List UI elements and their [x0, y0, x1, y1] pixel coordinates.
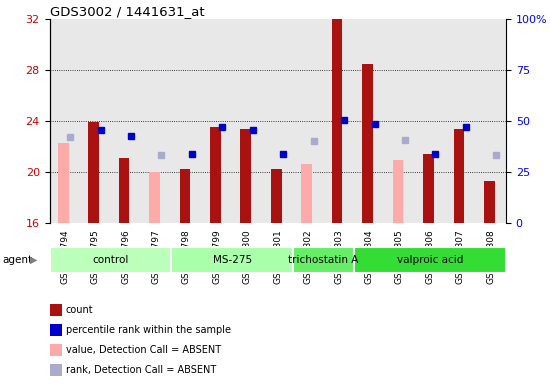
Bar — [354, 19, 384, 223]
Bar — [423, 154, 434, 223]
Bar — [293, 19, 323, 223]
Bar — [89, 122, 99, 223]
Text: percentile rank within the sample: percentile rank within the sample — [66, 325, 231, 335]
Bar — [171, 19, 202, 223]
Bar — [332, 17, 343, 223]
Bar — [111, 19, 141, 223]
Bar — [476, 19, 506, 223]
Bar — [271, 169, 282, 223]
Bar — [58, 142, 69, 223]
Text: control: control — [92, 255, 129, 265]
Bar — [240, 129, 251, 223]
Bar — [323, 19, 354, 223]
Bar — [384, 19, 415, 223]
Bar — [454, 129, 464, 223]
Text: value, Detection Call = ABSENT: value, Detection Call = ABSENT — [66, 345, 221, 355]
Text: MS-275: MS-275 — [212, 255, 252, 265]
Text: count: count — [66, 305, 94, 315]
Bar — [393, 161, 403, 223]
Text: ▶: ▶ — [30, 255, 38, 265]
Bar — [293, 247, 354, 273]
Bar — [362, 64, 373, 223]
Bar — [484, 181, 494, 223]
Bar — [202, 19, 232, 223]
Bar — [210, 127, 221, 223]
Bar — [149, 172, 160, 223]
Text: rank, Detection Call = ABSENT: rank, Detection Call = ABSENT — [66, 365, 216, 375]
Bar — [50, 19, 80, 223]
Bar — [80, 19, 111, 223]
Bar — [119, 158, 129, 223]
Bar — [50, 247, 171, 273]
Text: GDS3002 / 1441631_at: GDS3002 / 1441631_at — [50, 5, 204, 18]
Text: trichostatin A: trichostatin A — [288, 255, 359, 265]
Bar — [262, 19, 293, 223]
Bar — [141, 19, 171, 223]
Bar — [171, 247, 293, 273]
Bar — [301, 164, 312, 223]
Bar — [232, 19, 262, 223]
Bar — [354, 247, 506, 273]
Text: valproic acid: valproic acid — [397, 255, 463, 265]
Bar — [180, 169, 190, 223]
Bar — [445, 19, 476, 223]
Bar — [415, 19, 445, 223]
Text: agent: agent — [3, 255, 33, 265]
